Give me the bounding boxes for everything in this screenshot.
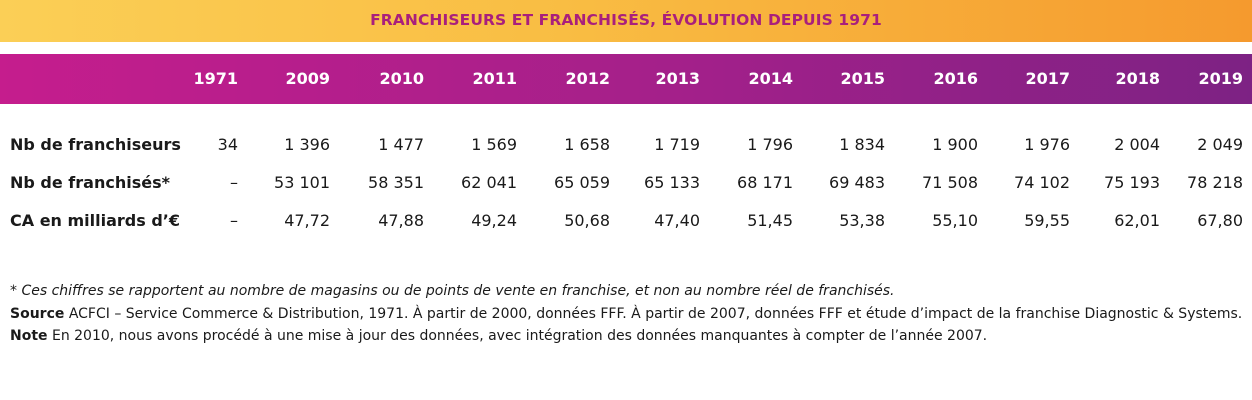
table-cell: 53,38	[839, 211, 885, 230]
year-header-cell: 2017	[1025, 69, 1070, 88]
table-cell: –	[230, 211, 238, 230]
table-row: CA en milliards d’€ – 47,72 47,88 49,24 50,68…	[0, 208, 1252, 234]
table-title: FRANCHISEURS ET FRANCHISÉS, ÉVOLUTION DE…	[370, 11, 882, 29]
table-cell: –	[230, 173, 238, 192]
table-cell: 2 004	[1114, 135, 1160, 154]
row-label: Nb de franchiseurs	[10, 135, 181, 154]
table-cell: 74 102	[1014, 173, 1070, 192]
year-header-cell: 2019	[1198, 69, 1243, 88]
asterisk-note: * Ces chiffres se rapportent au nombre d…	[10, 283, 895, 299]
row-label: CA en milliards d’€	[10, 211, 181, 230]
table-cell: 34	[217, 135, 238, 154]
table-cell: 55,10	[932, 211, 978, 230]
table-cell: 1 396	[284, 135, 330, 154]
table-cell: 58 351	[368, 173, 424, 192]
year-header-cell: 2012	[565, 69, 610, 88]
source-label: Source	[10, 305, 65, 322]
source-text: ACFCI – Service Commerce & Distribution,…	[64, 305, 1243, 322]
table-cell: 53 101	[274, 173, 330, 192]
title-bar: FRANCHISEURS ET FRANCHISÉS, ÉVOLUTION DE…	[0, 0, 1252, 42]
year-header-cell: 2014	[748, 69, 793, 88]
note-label: Note	[10, 328, 48, 344]
table-cell: 65 059	[554, 173, 610, 192]
year-header-row: 1971 2009 2010 2011 2012 2013 2014 2015 2016 2017…	[0, 54, 1252, 104]
table-cell: 1 658	[564, 135, 610, 154]
table-cell: 2 049	[1197, 135, 1243, 154]
table-cell: 68 171	[737, 173, 793, 192]
year-header-cell: 2016	[933, 69, 978, 88]
table-cell: 47,88	[378, 211, 424, 230]
table-cell: 69 483	[829, 173, 885, 192]
table-cell: 47,40	[654, 211, 700, 230]
table-cell: 62,01	[1114, 211, 1160, 230]
table-cell: 62 041	[461, 173, 517, 192]
table-cell: 71 508	[922, 173, 978, 192]
table-cell: 67,80	[1197, 211, 1243, 230]
note-text: En 2010, nous avons procédé à une mise à…	[47, 328, 988, 344]
table-row: Nb de franchisés* – 53 101 58 351 62 041 65 0…	[0, 170, 1252, 196]
table-cell: 1 900	[932, 135, 978, 154]
year-header-cell: 2009	[285, 69, 330, 88]
table-cell: 47,72	[284, 211, 330, 230]
table-cell: 1 834	[839, 135, 885, 154]
table-cell: 51,45	[747, 211, 793, 230]
table-cell: 50,68	[564, 211, 610, 230]
table-cell: 1 569	[471, 135, 517, 154]
year-header-cell: 2015	[840, 69, 885, 88]
table-cell: 75 193	[1104, 173, 1160, 192]
table-cell: 1 976	[1024, 135, 1070, 154]
table-row: Nb de franchiseurs 34 1 396 1 477 1 569 1 658…	[0, 132, 1252, 158]
table-cell: 49,24	[471, 211, 517, 230]
table-cell: 65 133	[644, 173, 700, 192]
table-cell: 59,55	[1024, 211, 1070, 230]
table-cell: 1 477	[378, 135, 424, 154]
table-cell: 1 796	[747, 135, 793, 154]
year-header-cell: 2018	[1115, 69, 1160, 88]
update-note: Note En 2010, nous avons procédé à une m…	[10, 325, 1245, 348]
year-header-cell: 2011	[472, 69, 517, 88]
table-cell: 78 218	[1187, 173, 1243, 192]
year-header-cell: 2010	[379, 69, 424, 88]
footnotes: * Ces chiffres se rapportent au nombre d…	[10, 280, 1245, 348]
source-note: Source ACFCI – Service Commerce & Distri…	[10, 303, 1245, 326]
year-header-cell: 1971	[193, 69, 238, 88]
year-header-cell: 2013	[655, 69, 700, 88]
row-label: Nb de franchisés*	[10, 173, 170, 192]
table-cell: 1 719	[654, 135, 700, 154]
